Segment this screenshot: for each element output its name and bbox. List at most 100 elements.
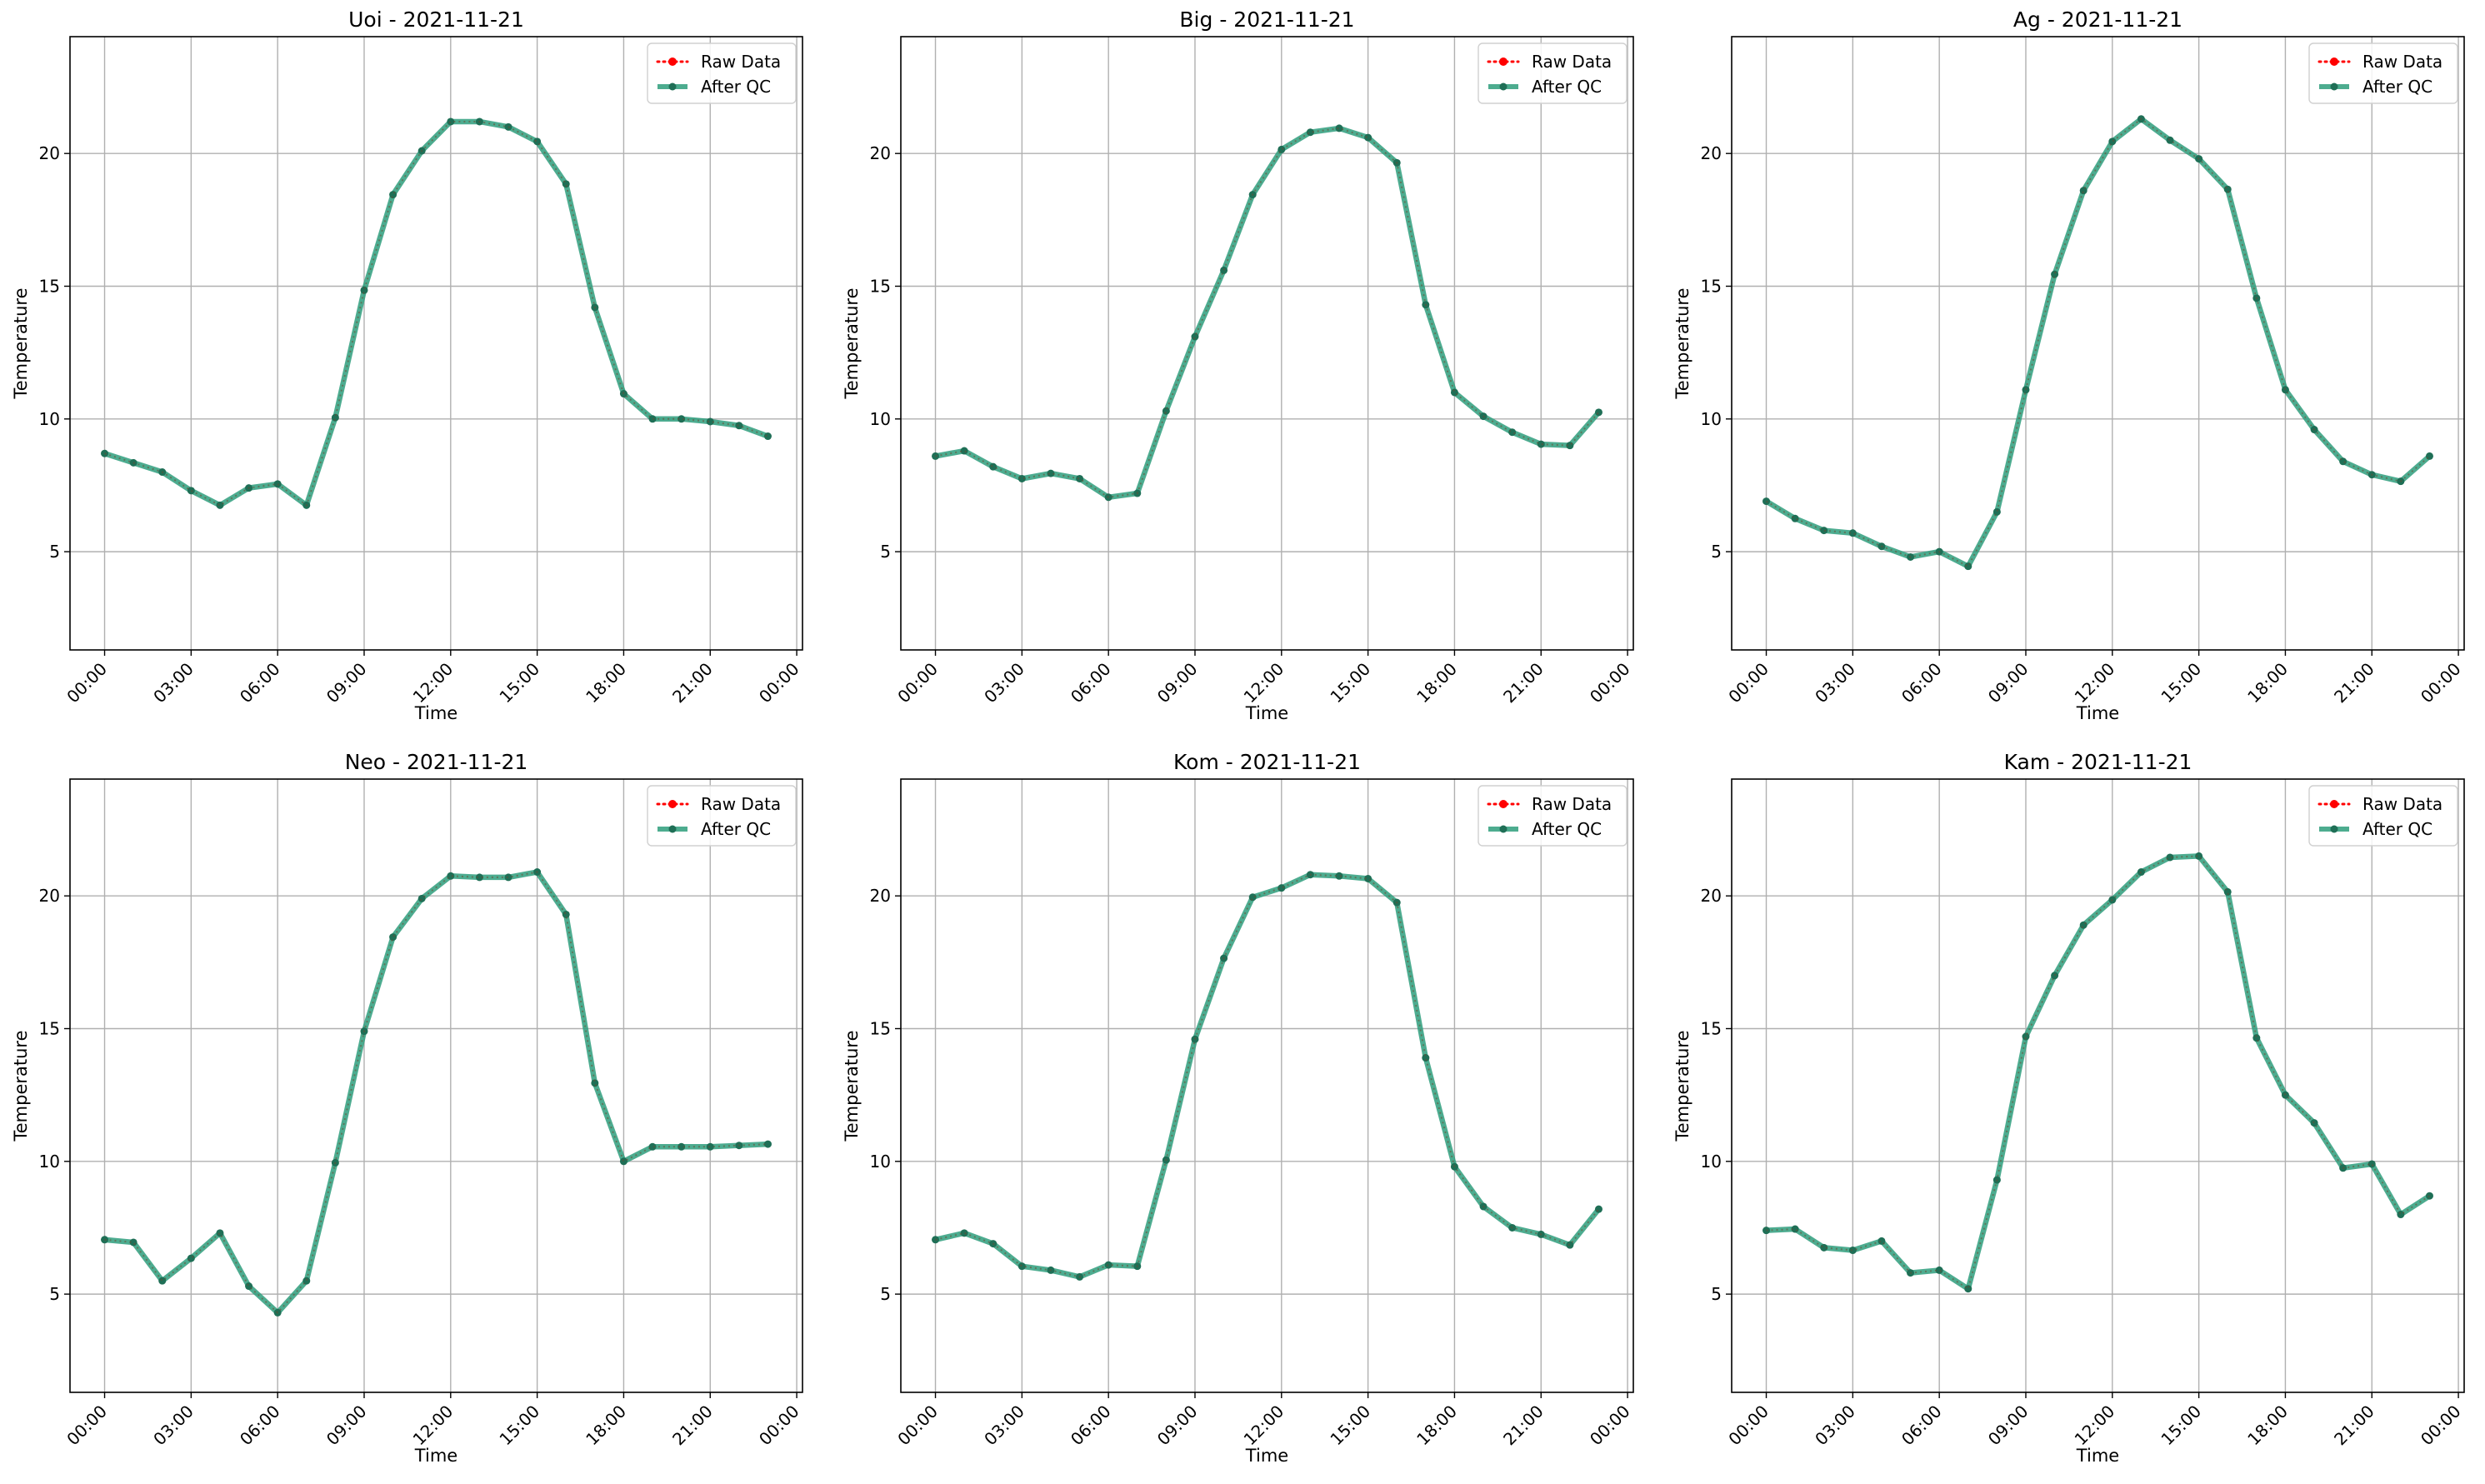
after-qc-point [1335, 872, 1343, 880]
legend-after-qc-marker [1499, 825, 1508, 833]
chart-title: Neo - 2021-11-21 [345, 750, 528, 774]
x-tick-label: 15:00 [495, 1402, 543, 1450]
after-qc-point [735, 422, 743, 430]
y-tick-label: 20 [39, 886, 60, 906]
x-tick-label: 00:00 [755, 659, 803, 707]
after-qc-point [591, 1079, 599, 1087]
y-axis-label: Temperature [11, 287, 31, 399]
x-tick-label: 12:00 [2071, 659, 2119, 707]
after-qc-point [504, 873, 512, 882]
series-line-raw-data [1766, 855, 2431, 1291]
after-qc-point [302, 1277, 311, 1285]
x-tick-label: 06:00 [1898, 1402, 1946, 1450]
after-qc-point [1018, 474, 1026, 482]
x-tick-label: 15:00 [495, 659, 543, 707]
x-tick-label: 00:00 [62, 1402, 111, 1450]
after-qc-point [989, 462, 998, 471]
after-qc-point [1278, 145, 1286, 153]
x-tick-label: 00:00 [755, 1402, 803, 1450]
x-tick-label: 12:00 [409, 659, 458, 707]
x-tick-label: 00:00 [1724, 659, 1772, 707]
x-axis-label: Time [414, 1446, 458, 1466]
after-qc-point [447, 117, 455, 126]
axes-frame [69, 36, 803, 651]
legend-after-qc-label: After QC [1532, 77, 1602, 97]
chart-panel: 00:00 03:00 06:00 09:00 12:00 15:00 18:00 21:00… [1672, 750, 2465, 1466]
axes-frame [1731, 778, 2465, 1393]
x-tick-label: 09:00 [1153, 1402, 1202, 1450]
axes-frame [900, 36, 1634, 651]
after-qc-point [1935, 1266, 1943, 1274]
x-axis-label: Time [1245, 703, 1288, 723]
legend-after-qc-marker [668, 82, 677, 91]
x-tick-label: 09:00 [1984, 1402, 2032, 1450]
after-qc-point [1047, 469, 1055, 477]
legend: Raw Data After QC [2308, 785, 2458, 847]
after-qc-point [1018, 1262, 1026, 1271]
y-axis-label: Temperature [842, 287, 862, 399]
axes-frame [900, 778, 1634, 1393]
x-tick-label: 12:00 [1240, 659, 1288, 707]
after-qc-point [2079, 921, 2088, 929]
after-qc-point [706, 417, 714, 426]
y-tick-label: 10 [39, 409, 60, 429]
x-tick-label: 21:00 [668, 1402, 717, 1450]
series-line-raw-data [1766, 117, 2431, 567]
y-tick-label: 15 [870, 1018, 891, 1038]
after-qc-point [648, 1142, 657, 1151]
after-qc-point [158, 1277, 167, 1285]
x-tick-label: 00:00 [2417, 659, 2465, 707]
y-axis-label: Temperature [1672, 1030, 1692, 1142]
series-line-after-qc [932, 872, 1602, 1280]
x-tick-label: 09:00 [1984, 659, 2032, 707]
x-tick-label: 00:00 [893, 1402, 942, 1450]
legend-raw-data-marker [1499, 57, 1508, 66]
x-tick-label: 00:00 [893, 659, 942, 707]
after-qc-point [2051, 270, 2059, 278]
legend-raw-data-marker [2330, 57, 2338, 66]
after-qc-point [960, 1229, 968, 1237]
after-qc-point [2425, 452, 2433, 460]
after-qc-point [648, 415, 657, 423]
after-qc-point [1335, 124, 1343, 132]
x-tick-label: 18:00 [2243, 1402, 2292, 1450]
y-tick-label: 5 [49, 1284, 60, 1304]
after-qc-point [1076, 474, 1084, 482]
y-tick-label: 5 [880, 1284, 891, 1304]
x-tick-label: 06:00 [1067, 1402, 1115, 1450]
x-tick-label: 00:00 [62, 659, 111, 707]
x-tick-label: 18:00 [582, 659, 630, 707]
after-qc-point [763, 1140, 772, 1148]
x-tick-label: 15:00 [1326, 1402, 1374, 1450]
after-qc-point [2108, 137, 2117, 146]
y-tick-label: 5 [880, 542, 891, 562]
chart-title: Uoi - 2021-11-21 [348, 7, 524, 32]
x-tick-label: 06:00 [236, 659, 284, 707]
y-tick-label: 20 [870, 886, 891, 906]
after-qc-point [1508, 428, 1517, 437]
axes-frame [1731, 36, 2465, 651]
y-tick-label: 15 [39, 1018, 60, 1038]
y-axis-label: Temperature [11, 1030, 31, 1142]
legend-after-qc-marker [668, 825, 677, 833]
x-tick-label: 12:00 [2071, 1402, 2119, 1450]
after-qc-point [562, 910, 570, 918]
x-tick-label: 21:00 [1499, 1402, 1548, 1450]
x-tick-label: 03:00 [149, 659, 198, 707]
series-line-after-qc [1763, 853, 2432, 1292]
x-axis-label: Time [1245, 1446, 1288, 1466]
after-qc-point [1220, 266, 1228, 274]
series-line-raw-data [104, 120, 768, 507]
legend-after-qc-marker [1499, 82, 1508, 91]
after-qc-point [273, 480, 282, 488]
chart-title: Kam - 2021-11-21 [2004, 750, 2192, 774]
legend-raw-data-marker [2330, 800, 2338, 808]
x-tick-label: 03:00 [1811, 1402, 1859, 1450]
after-qc-point [960, 447, 968, 455]
legend-after-qc-label: After QC [701, 819, 771, 839]
after-qc-point [1191, 332, 1199, 341]
y-tick-label: 20 [1701, 886, 1722, 906]
legend-after-qc-label: After QC [701, 77, 771, 97]
x-tick-label: 18:00 [1412, 1402, 1461, 1450]
